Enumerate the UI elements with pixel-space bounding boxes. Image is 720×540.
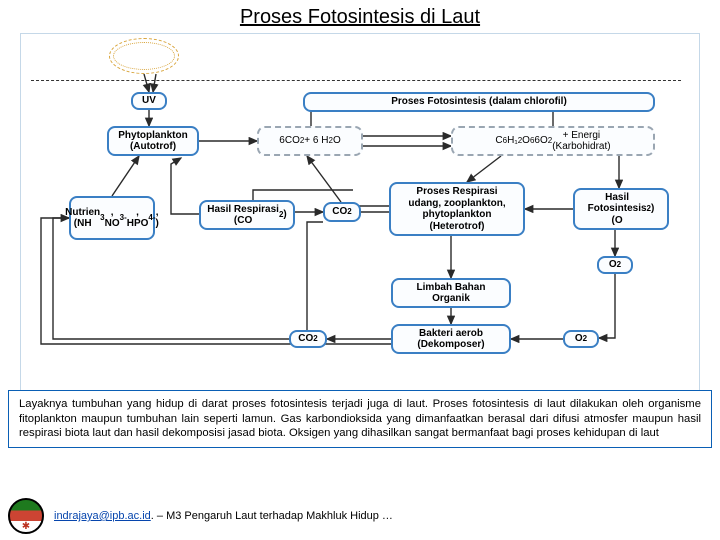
node-limbah: Limbah BahanOrganik — [391, 278, 511, 308]
node-nutr: Nutrien(NH3, NO3-,HPO4-, ) — [69, 196, 155, 240]
edge-co2a-up — [307, 156, 341, 202]
footer: indrajaya@ipb.ac.id. – M3 Pengaruh Laut … — [8, 498, 393, 534]
logo-icon — [8, 498, 44, 534]
node-hfoto: HasilFotosintesis(O2) — [573, 188, 669, 230]
node-presp: Proses Respirasiudang, zooplankton,phyto… — [389, 182, 525, 236]
node-o2a: O2 — [597, 256, 633, 274]
node-bakteri: Bakteri aerob(Dekomposer) — [391, 324, 511, 354]
water-surface-line — [31, 80, 681, 81]
diagram-container: UV Proses Fotosintesis (dalam chlorofil) P… — [20, 33, 700, 395]
node-phyto: Phytoplankton(Autotrof) — [107, 126, 199, 156]
edge-sun-uv — [144, 74, 149, 92]
node-co2b: CO2 — [289, 330, 327, 348]
footer-suffix: . – M3 Pengaruh Laut terhadap Makhluk Hi… — [151, 510, 393, 522]
node-o2b: O2 — [563, 330, 599, 348]
edge-sun-uv2 — [153, 74, 156, 92]
edge-o2a-o2b — [599, 274, 615, 338]
edge-nutr-phyto — [112, 156, 139, 196]
footer-text: indrajaya@ipb.ac.id. – M3 Pengaruh Laut … — [54, 510, 393, 522]
node-uv: UV — [131, 92, 167, 110]
footer-email-link[interactable]: indrajaya@ipb.ac.id — [54, 510, 151, 522]
node-proses: Proses Fotosintesis (dalam chlorofil) — [303, 92, 655, 112]
page-title: Proses Fotosintesis di Laut — [0, 0, 720, 29]
node-hresp: Hasil Respirasi(CO2) — [199, 200, 295, 230]
sun-icon — [109, 38, 179, 74]
node-react: 6CO2 + 6 H2O — [257, 126, 363, 156]
node-prod: C6H₁2O6 6O2 + Energi(Karbohidrat) — [451, 126, 655, 156]
edge-prod-presp — [467, 156, 501, 182]
description-box: Layaknya tumbuhan yang hidup di darat pr… — [8, 390, 712, 448]
node-co2a: CO2 — [323, 202, 361, 222]
edge-co2b-up2 — [307, 222, 323, 330]
edge-hresp-phytoR — [171, 158, 199, 214]
